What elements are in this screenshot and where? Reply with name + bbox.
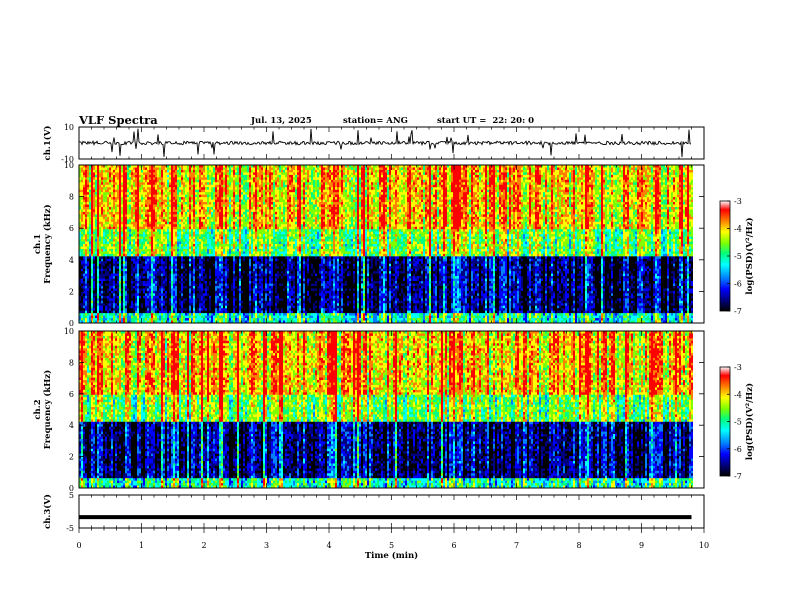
colorbar-tick-label: -4	[734, 225, 742, 234]
y-tick-label: 6	[69, 390, 74, 399]
y-tick-label: -5	[66, 524, 74, 533]
colorbar-tick-label: -4	[734, 390, 742, 399]
x-tick-label: 0	[76, 541, 81, 550]
y-tick-label: 4	[69, 421, 74, 430]
y-axis-label: Frequency (kHz)	[42, 370, 53, 449]
colorbar-label: log(PSD)(V²/Hz)	[744, 383, 755, 460]
channel-label: ch.1	[33, 234, 43, 254]
colorbar-tick-label: -6	[734, 280, 742, 289]
y-tick-label: 10	[64, 123, 74, 132]
y-tick-label: 2	[69, 287, 74, 296]
channel-label: ch.2	[33, 399, 43, 419]
x-tick-label: 4	[326, 541, 331, 550]
ch1-trace	[78, 128, 692, 158]
x-tick-label: 1	[139, 541, 144, 550]
x-tick-label: 8	[576, 541, 581, 550]
x-axis-label: Time (min)	[365, 550, 418, 561]
colorbar-tick-label: -3	[734, 197, 742, 206]
x-tick-label: 9	[639, 541, 644, 550]
colorbar-tick-label: -6	[734, 445, 742, 454]
colorbar-tick-label: -5	[734, 252, 742, 261]
y-tick-label: 10	[64, 161, 74, 170]
y-tick-label: 5	[69, 491, 74, 500]
colorbar-tick-label: -7	[734, 307, 742, 316]
colorbar-tick-label: -7	[734, 472, 742, 481]
spectrogram-ch2	[79, 331, 693, 489]
y-tick-label: 8	[69, 193, 74, 202]
y-axis-label: Frequency (kHz)	[42, 204, 53, 283]
y-tick-label: 6	[69, 224, 74, 233]
spectrogram-ch1	[79, 165, 693, 324]
start-time-label: start UT = 22: 20: 0	[437, 116, 534, 126]
y-tick-label: 2	[69, 453, 74, 462]
x-tick-label: 7	[514, 541, 519, 550]
y-tick-label: 8	[69, 358, 74, 367]
x-tick-label: 6	[451, 541, 456, 550]
figure-title: VLF Spectra	[79, 113, 158, 127]
station-label: station= ANG	[343, 116, 408, 126]
y-tick-label: 4	[69, 256, 74, 265]
x-tick-label: 10	[699, 541, 709, 550]
y-axis-label: ch.3(V)	[42, 494, 53, 529]
y-tick-label: 0	[69, 484, 74, 493]
y-tick-label: 0	[69, 319, 74, 328]
colorbar-tick-label: -3	[734, 363, 742, 372]
colorbar-label: log(PSD)(V²/Hz)	[744, 217, 755, 294]
y-tick-label: 10	[64, 327, 74, 336]
x-tick-label: 3	[264, 541, 269, 550]
date-label: Jul. 13, 2025	[251, 116, 312, 126]
x-tick-label: 5	[389, 541, 394, 550]
y-tick-label: -10	[61, 155, 74, 164]
x-tick-label: 2	[201, 541, 206, 550]
y-axis-label: ch.1(V)	[42, 126, 53, 161]
colorbar-tick-label: -5	[734, 418, 742, 427]
